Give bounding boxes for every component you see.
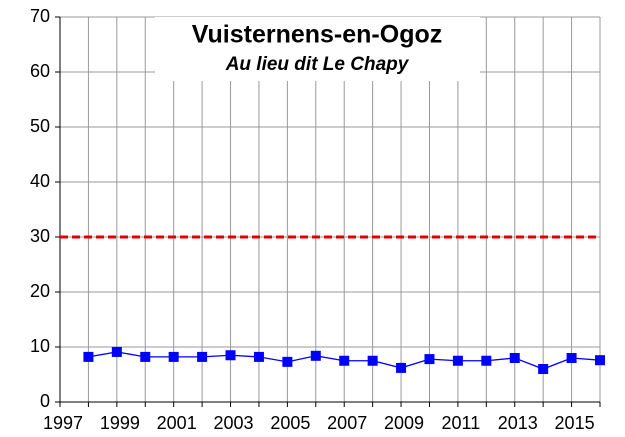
y-tick-label: 40: [30, 171, 50, 191]
x-tick-label: 2009: [384, 413, 424, 433]
y-tick-label: 20: [30, 281, 50, 301]
x-tick-label: 2007: [327, 413, 367, 433]
x-tick-label: 1997: [43, 413, 83, 433]
y-tick-label: 60: [30, 61, 50, 81]
point-marker: [282, 356, 293, 367]
point-marker: [595, 355, 605, 366]
x-tick-label: 2011: [442, 413, 481, 433]
title-box: [155, 17, 480, 81]
x-tick-label: 2001: [157, 413, 197, 433]
point-marker: [566, 353, 577, 363]
y-tick-label: 10: [30, 336, 50, 356]
point-marker: [310, 350, 321, 361]
y-tick-label: 30: [30, 226, 50, 246]
x-tick-label: 2013: [498, 413, 538, 433]
y-tick-label: 50: [30, 116, 50, 136]
point-marker: [424, 354, 435, 365]
point-marker: [538, 364, 549, 374]
point-marker: [168, 351, 179, 362]
point-marker: [197, 351, 208, 362]
point-marker: [481, 355, 492, 366]
point-marker: [225, 350, 236, 361]
chart-subtitle: Au lieu dit Le Chapy: [225, 54, 410, 75]
y-tick-label: 0: [40, 391, 50, 411]
x-tick-label: 1999: [100, 413, 140, 433]
point-marker: [396, 362, 407, 373]
point-marker: [83, 351, 94, 362]
x-tick-label: 2003: [214, 413, 254, 433]
point-marker: [452, 355, 463, 366]
x-tick-label: 2005: [270, 413, 310, 433]
y-tick-label: 70: [30, 6, 50, 26]
point-marker: [111, 346, 122, 357]
chart-title: Vuisternens-en-Ogoz: [192, 21, 443, 49]
point-marker: [253, 351, 264, 362]
point-marker: [367, 355, 378, 366]
grid: [59, 16, 601, 403]
point-marker: [509, 353, 520, 363]
x-tick-label: 2015: [555, 413, 595, 433]
point-marker: [339, 355, 350, 366]
point-marker: [140, 351, 151, 362]
